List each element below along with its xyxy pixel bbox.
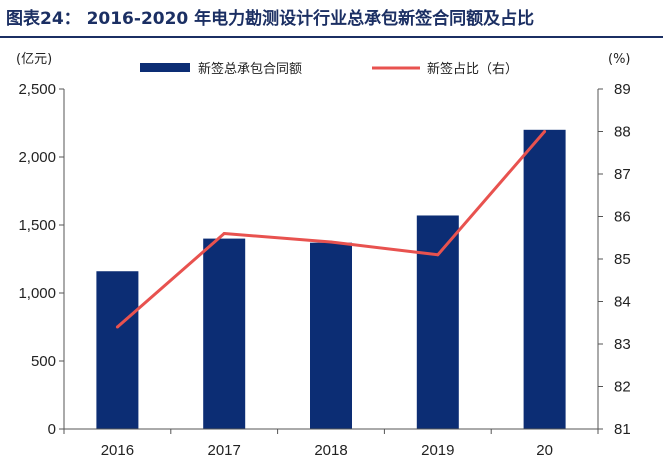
y-left-tick-label: 1,500: [18, 217, 56, 234]
bar-2016: [96, 271, 139, 429]
y-left-tick-label: 2,000: [18, 149, 56, 166]
y-left-tick-label: 1,000: [18, 285, 56, 302]
legend-bar-label: 新签总承包合同额: [198, 61, 302, 77]
x-tick-label-20: 20: [536, 442, 553, 459]
plot-area: 0 500 1,000 1,500 2,000 2,500 81 82 83 84 85 86 87 88…: [18, 81, 630, 459]
ratio-point-2016: [115, 325, 119, 329]
x-tick-label-2016: 2016: [101, 442, 134, 459]
y-right-tick-label: 84: [614, 294, 631, 311]
y-right-tick-label: 85: [614, 251, 631, 268]
x-tick-label-2017: 2017: [208, 442, 241, 459]
chart-title: 图表24： 2016-2020 年电力勘测设计行业总承包新签合同额及占比: [6, 9, 535, 29]
y-left-unit: (亿元): [16, 52, 52, 67]
bar-2017: [203, 238, 246, 429]
bar-2019: [416, 215, 459, 429]
legend-bar-swatch: [140, 63, 190, 72]
ratio-point-20: [543, 130, 547, 133]
y-right-unit: (%): [608, 52, 631, 67]
y-left-tick-label: 500: [31, 353, 56, 370]
ratio-point-2018: [329, 240, 333, 244]
y-right-tick-label: 87: [614, 166, 631, 183]
bar-20: [523, 129, 566, 430]
title-divider: [0, 36, 663, 38]
x-tick-label-2018: 2018: [314, 442, 347, 459]
x-tick-label-2019: 2019: [421, 442, 454, 459]
y-right-tick-label: 88: [614, 124, 631, 141]
legend-line-label: 新签占比（右）: [427, 61, 518, 77]
ratio-point-2017: [222, 232, 226, 235]
y-right-tick-label: 89: [614, 81, 631, 98]
y-right-tick-label: 81: [614, 421, 631, 438]
y-right-tick-label: 83: [614, 336, 631, 353]
y-left-tick-label: 2,500: [18, 81, 56, 98]
y-right-tick-label: 86: [614, 209, 631, 226]
y-right-tick-label: 82: [614, 379, 631, 396]
legend: 新签总承包合同额 新签占比（右）: [140, 61, 518, 77]
y-left-tick-label: 0: [48, 421, 56, 438]
bar-2018: [310, 242, 352, 429]
ratio-point-2019: [436, 253, 440, 257]
